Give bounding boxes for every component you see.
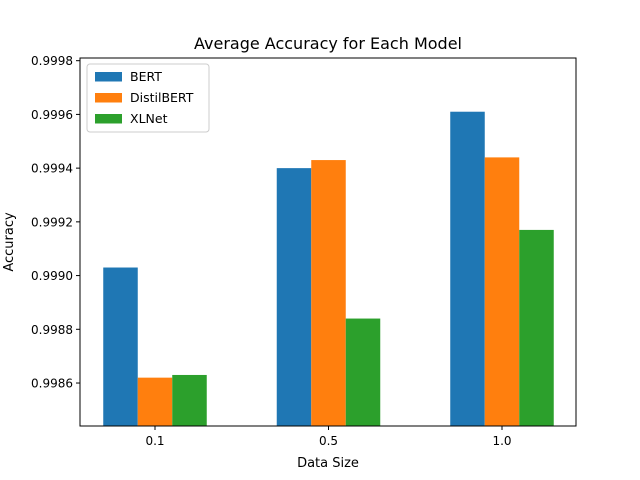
y-tick-label: 0.9986 <box>31 377 73 391</box>
bar-xlnet-0.1 <box>172 374 207 426</box>
x-axis-label: Data Size <box>297 456 359 471</box>
bar-distilbert-0.1 <box>137 377 173 426</box>
legend-swatch-bert <box>95 72 122 82</box>
bar-distilbert-0.5 <box>311 160 346 426</box>
y-tick-label: 0.9998 <box>31 54 73 68</box>
y-axis-ticks: 0.9986 0.9988 0.9990 0.9992 0.9994 0.9996 0.99… <box>31 54 80 391</box>
bar-xlnet-1.0 <box>519 229 554 426</box>
legend: BERT DistilBERT XLNet <box>86 63 210 133</box>
legend-swatch-xlnet <box>95 114 122 124</box>
x-tick-label: 1.0 <box>492 434 511 448</box>
y-tick-label: 0.9994 <box>31 162 73 176</box>
bar-distilbert-1.0 <box>484 157 520 426</box>
legend-label-xlnet: XLNet <box>130 111 168 126</box>
chart-title: Average Accuracy for Each Model <box>194 34 462 53</box>
legend-label-bert: BERT <box>130 69 162 84</box>
y-tick-label: 0.9992 <box>31 215 73 229</box>
x-tick-label: 0.1 <box>145 434 164 448</box>
bar-bert-0.1 <box>103 267 138 426</box>
legend-label-distilbert: DistilBERT <box>130 90 194 105</box>
y-axis-label: Accuracy <box>2 212 17 272</box>
legend-swatch-distilbert <box>95 93 122 103</box>
x-tick-label: 0.5 <box>319 434 338 448</box>
bars-group <box>103 111 554 426</box>
bar-bert-0.5 <box>276 168 312 426</box>
y-tick-label: 0.9988 <box>31 323 73 337</box>
bar-xlnet-0.5 <box>345 318 381 426</box>
bar-bert-1.0 <box>450 111 485 426</box>
x-axis-ticks: 0.1 0.5 1.0 <box>145 426 512 448</box>
y-tick-label: 0.9990 <box>31 269 73 283</box>
y-tick-label: 0.9996 <box>31 108 73 122</box>
plot-frame <box>79 57 577 427</box>
